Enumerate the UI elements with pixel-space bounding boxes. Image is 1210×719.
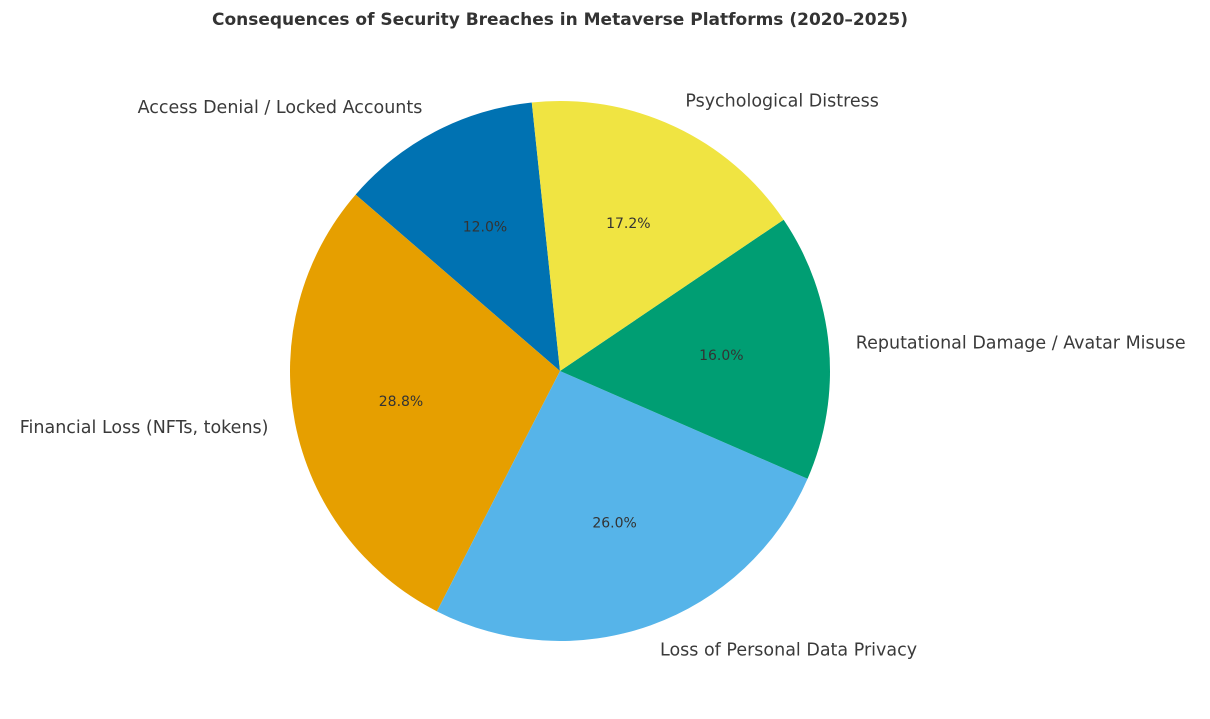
chart-title: Consequences of Security Breaches in Met… bbox=[212, 10, 908, 30]
pie-pct-label: 16.0% bbox=[699, 348, 743, 364]
pie-labels: 12.0% Access Denial / Locked Accounts 28.8… bbox=[20, 92, 1186, 661]
pie-pct-label: 17.2% bbox=[606, 216, 650, 232]
pie-slices bbox=[290, 100, 830, 641]
pie-category-label: Psychological Distress bbox=[685, 92, 879, 112]
pie-slice-financial-loss-nfts-tokens bbox=[290, 194, 560, 612]
pie-category-label: Loss of Personal Data Privacy bbox=[660, 641, 917, 661]
pie-category-label: Access Denial / Locked Accounts bbox=[138, 98, 423, 118]
pie-pct-label: 28.8% bbox=[379, 394, 423, 410]
pie-slice-reputational-damage-avatar-misuse bbox=[560, 219, 830, 479]
pie-pct-label: 26.0% bbox=[592, 516, 636, 532]
pie-slice-access-denial-locked-accounts bbox=[355, 102, 560, 371]
pie-pct-label: 12.0% bbox=[463, 219, 507, 235]
pie-category-label: Financial Loss (NFTs, tokens) bbox=[20, 418, 269, 438]
pie-slice-psychological-distress bbox=[531, 100, 784, 371]
pie-category-label: Reputational Damage / Avatar Misuse bbox=[856, 334, 1186, 354]
pie-slice-loss-of-personal-data-privacy bbox=[436, 371, 808, 641]
